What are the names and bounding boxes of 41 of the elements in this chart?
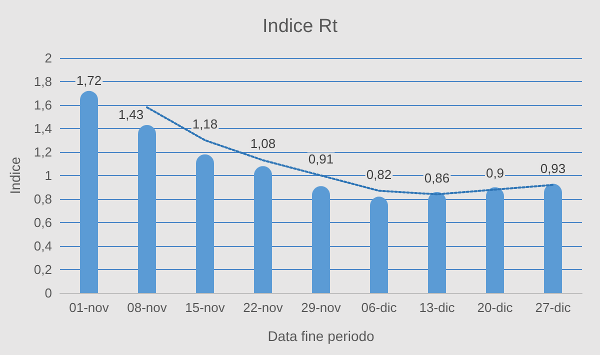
y-tick-label: 1 bbox=[44, 168, 52, 183]
x-tick-label: 29-nov bbox=[301, 300, 342, 315]
data-label: 0,86 bbox=[424, 170, 450, 186]
data-label: 1,08 bbox=[250, 136, 276, 152]
chart-title: Indice Rt bbox=[262, 16, 338, 37]
x-tick-label: 20-dic bbox=[477, 300, 514, 315]
x-tick-label: 13-dic bbox=[419, 300, 456, 315]
bar bbox=[196, 154, 214, 293]
y-tick-label: 1,2 bbox=[34, 144, 52, 160]
bar bbox=[486, 187, 504, 293]
y-tick-label: 1,6 bbox=[34, 98, 52, 112]
x-tick-label: 27-dic bbox=[535, 300, 572, 315]
y-tick-label: 0,6 bbox=[34, 215, 52, 230]
y-tick-label: 1,8 bbox=[34, 74, 52, 89]
data-label: 0,82 bbox=[366, 166, 392, 182]
bar bbox=[80, 90, 98, 293]
bar bbox=[312, 186, 330, 293]
y-tick-label: 0,4 bbox=[34, 238, 52, 254]
bar bbox=[254, 166, 272, 293]
y-tick-label: 1,4 bbox=[34, 121, 52, 136]
bar bbox=[544, 184, 562, 293]
data-label: 1,18 bbox=[192, 116, 218, 132]
x-tick-label: 08-nov bbox=[127, 300, 168, 315]
y-tick-label: 0 bbox=[44, 286, 52, 300]
x-axis-title: Data fine periodo bbox=[268, 328, 375, 344]
bar bbox=[428, 192, 446, 293]
bar bbox=[138, 124, 156, 293]
bar bbox=[370, 196, 388, 293]
y-tick-label: 2 bbox=[44, 50, 52, 66]
x-tick-label: 06-dic bbox=[361, 300, 398, 315]
x-tick-label: 15-nov bbox=[185, 300, 226, 315]
y-tick-label: 0,2 bbox=[34, 262, 52, 277]
y-tick-label: 0,8 bbox=[34, 192, 52, 206]
data-label: 1,43 bbox=[118, 106, 144, 122]
x-tick-label: 01-nov bbox=[69, 300, 110, 315]
x-tick-label: 22-nov bbox=[243, 300, 284, 315]
y-axis-title: Indice bbox=[7, 156, 23, 194]
data-label: 1,72 bbox=[76, 72, 102, 88]
data-label: 0,93 bbox=[540, 160, 566, 176]
data-label: 0,91 bbox=[308, 152, 334, 166]
data-label: 0,9 bbox=[486, 166, 504, 181]
